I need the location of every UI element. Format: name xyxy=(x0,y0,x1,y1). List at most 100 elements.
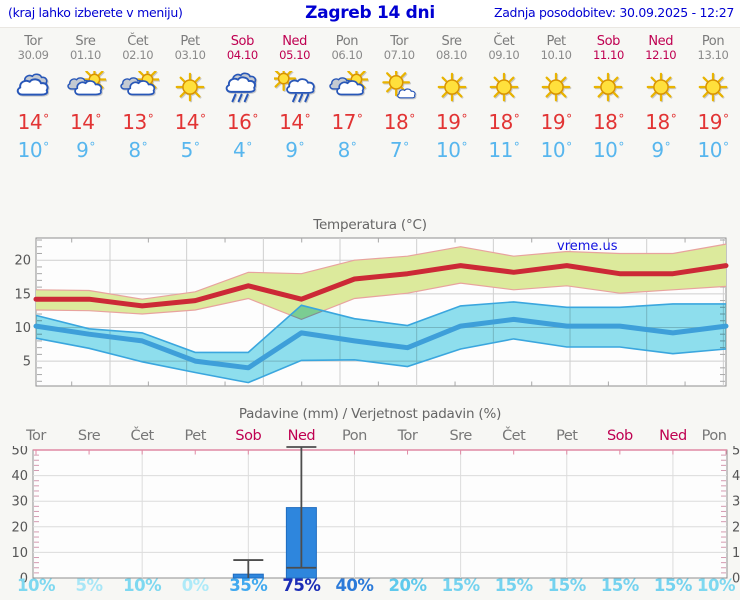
precip-y-tick-label-right: 20 xyxy=(732,520,740,535)
tmin-lower-border xyxy=(35,337,727,384)
day-date: 04.10 xyxy=(226,48,258,62)
precip-y-tick-label-right: 50 xyxy=(732,446,740,459)
day-name: Pet xyxy=(180,34,200,49)
precip-y-tick-label-right: 30 xyxy=(732,495,740,510)
day-name: Ned xyxy=(282,34,308,49)
precip-probability-label: 10% xyxy=(17,576,56,595)
weather-icon xyxy=(221,70,263,106)
last-update-text: Zadnja posodobitev: 30.09.2025 - 12:27 xyxy=(493,5,734,20)
weather-icon xyxy=(169,70,211,106)
min-temperature: 4° xyxy=(232,138,252,162)
min-temperature: 8° xyxy=(337,138,357,162)
precip-day-label: Ned xyxy=(659,428,687,444)
sunny-icon xyxy=(437,72,466,102)
precip-probability-label: 15% xyxy=(547,576,587,595)
weather-icon xyxy=(587,70,629,106)
day-name: Sre xyxy=(441,34,462,49)
degree-symbol: ° xyxy=(461,140,468,154)
forecast-day: Sre 08.10 19° 10° xyxy=(425,30,477,172)
day-name: Sob xyxy=(230,34,255,49)
forecast-day: Tor 30.09 14° 10° xyxy=(7,30,59,172)
sunny-icon xyxy=(698,72,728,102)
precipitation-chart-title: Padavine (mm) / Verjetnost padavin (%) xyxy=(238,406,502,422)
max-temperature: 18° xyxy=(488,110,520,134)
max-temperature: 18° xyxy=(383,110,415,134)
forecast-day: Sre 01.10 14° 9° xyxy=(59,30,111,172)
day-name: Tor xyxy=(24,34,43,49)
precip-y-tick-label-right: 0 xyxy=(732,572,740,587)
cloudy-icon xyxy=(16,73,49,96)
min-temperature: 10° xyxy=(17,138,49,162)
sunny-icon xyxy=(594,72,623,102)
day-date: 10.10 xyxy=(540,48,572,62)
day-name: Čet xyxy=(493,34,515,49)
degree-symbol: ° xyxy=(664,140,671,154)
degree-symbol: ° xyxy=(43,140,49,154)
degree-symbol: ° xyxy=(89,140,95,154)
precip-y-tick-label-left: 40 xyxy=(11,469,28,484)
min-temperature: 10° xyxy=(540,138,572,162)
max-temperature: 17° xyxy=(331,110,363,134)
precip-probability-label: 15% xyxy=(441,576,481,595)
sun-cloud-icon xyxy=(120,71,159,96)
day-date: 11.10 xyxy=(592,48,624,62)
forecast-day: Čet 09.10 18° 11° xyxy=(478,30,530,172)
day-date: 13.10 xyxy=(697,48,729,62)
precip-y-tick-label-left: 50 xyxy=(11,446,28,459)
watermark-link[interactable]: vreme.us xyxy=(557,239,618,254)
day-name: Čet xyxy=(127,34,149,49)
precipitation-probability-row: 10% 5% 10% 0% 35% 75% 40% 20% 15% 15% 15% 15% 15% 10% xyxy=(0,576,740,600)
weather-icon xyxy=(273,70,316,106)
page-header: (kraj lahko izberete v meniju) Zagreb 14… xyxy=(0,0,740,28)
sunny-icon xyxy=(646,72,676,102)
degree-symbol: ° xyxy=(43,112,49,126)
sunny-icon xyxy=(541,72,571,102)
sun-small-cloud-icon xyxy=(382,71,416,99)
day-date: 05.10 xyxy=(279,48,311,62)
degree-symbol: ° xyxy=(513,112,520,126)
max-temperature: 18° xyxy=(592,110,624,134)
min-temperature: 9° xyxy=(285,138,304,162)
weather-icon xyxy=(640,70,682,106)
weather-icon xyxy=(692,70,734,106)
day-date: 07.10 xyxy=(383,48,415,62)
forecast-day: Pet 03.10 14° 5° xyxy=(164,30,216,172)
degree-symbol: ° xyxy=(618,112,624,126)
forecast-day: Sob 11.10 18° 10° xyxy=(582,30,634,172)
max-temperature: 13° xyxy=(122,110,154,134)
precip-y-tick-label-left: 30 xyxy=(11,495,28,510)
precipitation-chart: 0 0 10 10 20 20 30 30 40 40 50 50 xyxy=(11,446,740,587)
precip-day-label: Čet xyxy=(502,428,526,444)
temp-y-tick-label: 5 xyxy=(23,355,31,370)
sun-cloud-icon xyxy=(329,71,368,96)
precip-y-tick-label-right: 10 xyxy=(732,546,740,561)
forecast-strip: Tor 30.09 14° 10° Sre 01.10 14° 9° Čet 0… xyxy=(0,30,740,172)
temperature-chart: 5 10 15 20 xyxy=(14,237,729,387)
min-temperature: 10° xyxy=(697,138,729,162)
precip-probability-label: 15% xyxy=(600,576,640,595)
temperature-chart-title: Temperatura (°C) xyxy=(313,217,427,233)
day-date: 06.10 xyxy=(331,48,363,62)
max-temperature: 14° xyxy=(17,110,49,134)
day-name: Ned xyxy=(648,34,674,49)
forecast-day: Čet 02.10 13° 8° xyxy=(112,30,164,172)
max-temperature: 19° xyxy=(436,110,467,134)
max-temperature: 14° xyxy=(279,110,311,134)
degree-symbol: ° xyxy=(566,112,572,126)
weather-icon xyxy=(12,70,54,106)
forecast-day: Pet 10.10 19° 10° xyxy=(530,30,582,172)
precip-probability-label: 15% xyxy=(653,576,693,595)
degree-symbol: ° xyxy=(200,112,206,126)
min-temperature: 9° xyxy=(651,138,671,162)
precip-day-label: Ned xyxy=(287,428,316,444)
degree-symbol: ° xyxy=(670,112,677,126)
sunny-icon xyxy=(175,72,205,102)
precip-day-label: Tor xyxy=(397,428,418,444)
min-temperature: 10° xyxy=(592,138,624,162)
sun-cloud-icon xyxy=(67,71,107,96)
day-name: Tor xyxy=(390,34,409,49)
page-title: Zagreb 14 dni xyxy=(305,3,435,23)
precip-probability-label: 75% xyxy=(282,576,321,595)
precipitation-day-labels: Tor Sre Čet Pet Sob Ned Pon Tor Sre Čet Pet Sob Ned P… xyxy=(0,428,740,446)
